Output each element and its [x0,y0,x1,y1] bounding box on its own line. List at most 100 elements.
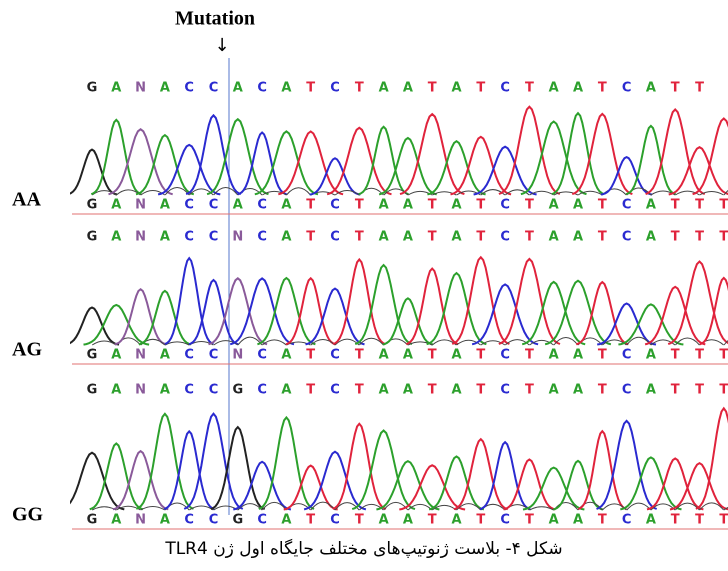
trace-peak [207,119,268,194]
base-letter: C [330,513,340,528]
base-letter: C [184,81,194,96]
trace-peak [620,457,681,509]
trace-peak [376,461,439,509]
base-letter: G [87,513,98,528]
base-letter: A [111,513,121,528]
trace-peak [333,424,386,509]
base-letter: T [525,383,534,398]
mutation-arrow: ↓ [214,35,229,56]
base-letter: T [476,230,485,245]
base-letter: C [622,230,632,245]
trace-peak [427,141,485,194]
trace-peak [136,414,193,509]
trace-peak [91,120,141,194]
trace-peak [618,304,683,344]
base-letter: C [500,81,510,96]
base-letter: A [646,513,656,528]
base-letter: C [257,383,267,398]
trace-peak [84,305,150,345]
trace-peak [65,308,119,345]
base-letter: T [428,383,437,398]
trace-peak [158,145,220,195]
base-letter: T [476,513,485,528]
base-letter: T [476,81,485,96]
base-letter: A [646,383,656,398]
base-letter: A [573,81,583,96]
base-letter: T [525,513,534,528]
base-letter: T [476,198,485,213]
trace-peak [327,128,391,195]
base-letter: A [549,513,559,528]
base-letter: A [451,513,461,528]
trace-peak [164,431,214,509]
trace-peak [67,150,117,195]
base-letter: C [209,383,219,398]
base-letter: C [209,348,219,363]
trace-peak [670,463,728,509]
trace-peak [115,289,167,344]
trace-peak [306,289,365,345]
trace-peak [522,282,585,344]
base-letter: T [695,230,704,245]
trace-peak [379,138,437,194]
base-letter: A [160,198,170,213]
base-letter: N [135,81,146,96]
base-letter: T [306,383,315,398]
base-letter: T [428,348,437,363]
trace-peak [499,259,560,344]
mutation-label: Mutation [175,8,255,30]
base-letter: A [379,81,389,96]
base-letter: C [622,198,632,213]
trace-peak [255,131,318,194]
figure: Mutation ↓ شکل ۴- بلاست ژنوتیپ‌های مختلف… [0,0,728,566]
base-letter: A [233,81,243,96]
base-letter: T [598,230,607,245]
trace-peak [452,257,509,344]
trace-peak [406,269,458,345]
trace-peak [553,461,603,510]
base-letter: T [719,348,728,363]
base-letter: A [281,230,291,245]
base-letter: T [719,198,728,213]
base-letter: A [573,230,583,245]
trace-peak [333,260,385,345]
trace-peak [400,114,464,194]
base-letter: T [525,198,534,213]
base-letter: T [476,383,485,398]
base-letter: C [330,198,340,213]
trace-peak [233,462,291,510]
base-letter: C [209,230,219,245]
base-letter: A [573,513,583,528]
base-letter: T [719,230,728,245]
base-letter: T [306,513,315,528]
trace-peak [523,468,584,510]
base-letter: G [232,513,243,528]
base-letter: T [671,348,680,363]
trace-peak [645,287,705,345]
base-letter: A [451,383,461,398]
trace-peak [359,127,409,194]
base-letter: A [281,81,291,96]
base-letter: A [111,198,121,213]
base-letter: N [135,383,146,398]
base-letter: T [355,81,364,96]
base-letter: A [160,383,170,398]
base-letter: C [500,198,510,213]
base-letter: C [330,383,340,398]
genotype-label: GG [12,504,44,526]
trace-peak [113,451,168,509]
base-letter: C [184,383,194,398]
trace-peak [383,298,433,344]
base-letter: A [403,198,413,213]
base-letter: T [671,230,680,245]
base-letter: C [209,81,219,96]
base-letter: C [622,383,632,398]
base-letter: N [135,348,146,363]
base-letter: T [428,230,437,245]
trace-peak [286,278,335,344]
base-letter: C [257,348,267,363]
trace-peak [399,465,465,509]
base-letter: A [549,383,559,398]
base-letter: C [184,230,194,245]
base-letter: T [525,230,534,245]
